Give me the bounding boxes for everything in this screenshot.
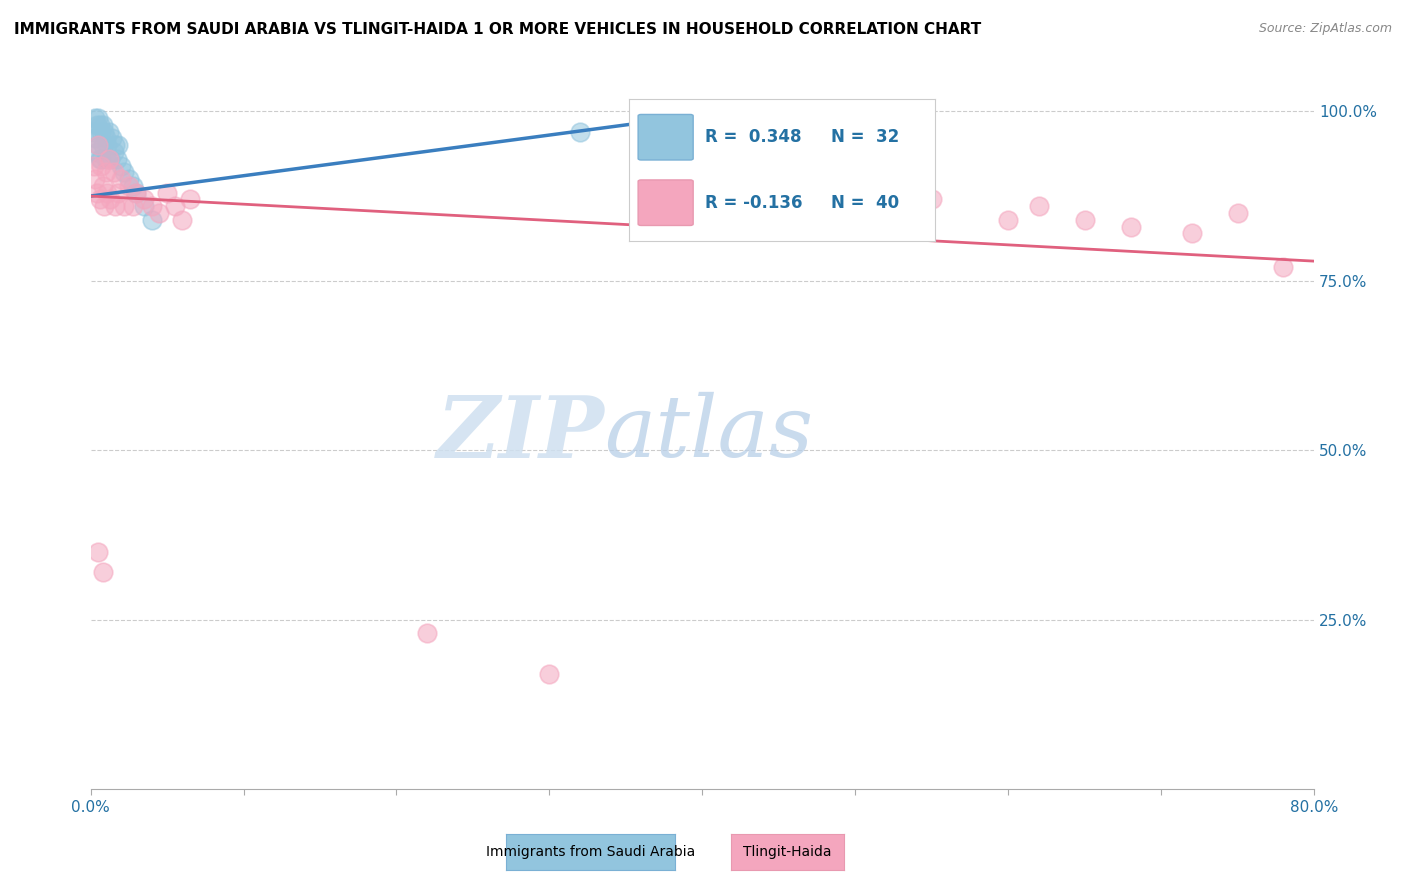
Point: [134, 199, 156, 213]
Point: [94, 131, 117, 145]
Point: [93, 125, 115, 139]
Point: [83, 159, 105, 173]
Point: [94, 152, 117, 166]
Point: [112, 165, 135, 179]
Point: [107, 138, 129, 153]
Point: [96, 138, 118, 153]
Point: [84, 131, 107, 145]
Point: [86, 186, 108, 200]
Point: [134, 193, 156, 207]
Point: [103, 165, 125, 179]
Point: [84, 172, 107, 186]
Point: [105, 152, 128, 166]
Text: Tlingit-Haida: Tlingit-Haida: [744, 845, 831, 859]
Point: [94, 165, 117, 179]
Point: [90, 152, 112, 166]
Point: [98, 152, 121, 166]
Point: [416, 626, 439, 640]
Point: [87, 138, 110, 153]
Point: [997, 212, 1019, 227]
Point: [100, 152, 122, 166]
Point: [86, 145, 108, 159]
Point: [83, 125, 105, 139]
Point: [156, 186, 179, 200]
Point: [110, 172, 132, 186]
Point: [661, 152, 683, 166]
Text: IMMIGRANTS FROM SAUDI ARABIA VS TLINGIT-HAIDA 1 OR MORE VEHICLES IN HOUSEHOLD CO: IMMIGRANTS FROM SAUDI ARABIA VS TLINGIT-…: [14, 22, 981, 37]
Point: [89, 152, 111, 166]
Point: [90, 125, 112, 139]
Point: [1181, 227, 1204, 241]
Point: [87, 545, 110, 559]
Point: [86, 118, 108, 132]
Point: [103, 145, 125, 159]
Text: Source: ZipAtlas.com: Source: ZipAtlas.com: [1258, 22, 1392, 36]
Point: [125, 186, 148, 200]
Point: [148, 206, 170, 220]
Point: [1226, 206, 1249, 220]
Point: [1028, 199, 1050, 213]
Point: [179, 193, 201, 207]
Point: [98, 125, 121, 139]
Point: [110, 159, 132, 173]
Point: [172, 212, 194, 227]
Point: [91, 178, 114, 193]
Point: [89, 193, 111, 207]
Point: [104, 138, 127, 153]
Text: ZIP: ZIP: [437, 392, 605, 475]
Point: [91, 138, 114, 153]
Point: [107, 186, 129, 200]
Point: [87, 111, 110, 125]
Point: [89, 118, 111, 132]
Text: Immigrants from Saudi Arabia: Immigrants from Saudi Arabia: [486, 845, 695, 859]
Point: [104, 199, 127, 213]
Point: [141, 199, 163, 213]
Point: [1119, 219, 1142, 234]
Point: [921, 193, 943, 207]
Point: [569, 125, 592, 139]
Point: [93, 199, 115, 213]
Point: [118, 178, 141, 193]
Point: [100, 193, 122, 207]
Point: [122, 178, 145, 193]
Point: [125, 186, 148, 200]
Point: [96, 186, 118, 200]
Point: [538, 667, 561, 681]
Point: [90, 159, 112, 173]
Point: [141, 212, 163, 227]
Point: [112, 199, 135, 213]
Point: [84, 111, 107, 125]
Point: [1073, 212, 1095, 227]
Point: [1272, 260, 1295, 275]
Point: [91, 118, 114, 132]
Point: [122, 199, 145, 213]
Text: atlas: atlas: [605, 392, 814, 475]
Point: [87, 138, 110, 153]
Point: [118, 172, 141, 186]
Point: [101, 131, 124, 145]
Point: [91, 566, 114, 580]
Point: [163, 199, 186, 213]
